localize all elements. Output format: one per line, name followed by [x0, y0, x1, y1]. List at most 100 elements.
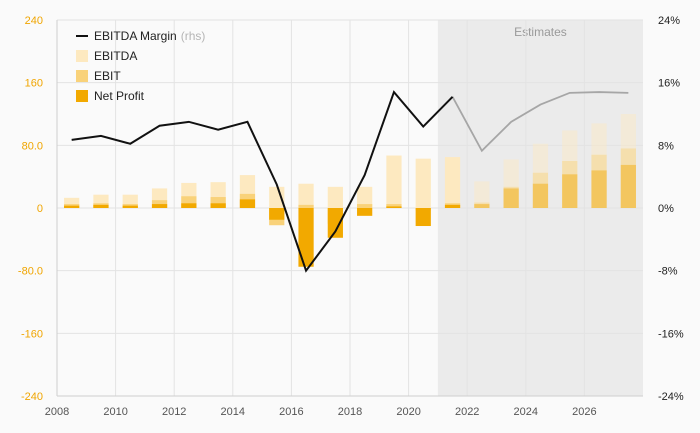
- y-right-tick-label: 24%: [658, 15, 680, 27]
- ebit-bar[interactable]: [562, 161, 578, 208]
- net-profit-bar[interactable]: [298, 208, 314, 267]
- ebitda-bar[interactable]: [532, 143, 549, 208]
- net-profit-bar[interactable]: [474, 204, 490, 208]
- ebit-bar[interactable]: [210, 197, 226, 208]
- ebitda-bar[interactable]: [562, 130, 578, 208]
- ebitda-bar[interactable]: [415, 158, 431, 208]
- ebitda-margin-line-estimates[interactable]: [451, 91, 629, 153]
- ebitda-bar[interactable]: [64, 197, 80, 208]
- ebitda-margin-point[interactable]: [538, 103, 542, 107]
- net-profit-bar[interactable]: [532, 183, 549, 208]
- legend: EBITDA Margin (rhs) EBITDA EBIT Net Prof…: [76, 26, 205, 106]
- ebitda-bar[interactable]: [474, 181, 490, 208]
- y-right-tick-label: 0%: [658, 203, 674, 215]
- net-profit-bar[interactable]: [239, 199, 256, 208]
- ebitda-margin-point[interactable]: [392, 90, 396, 94]
- ebitda-margin-point[interactable]: [451, 95, 455, 99]
- net-profit-bar[interactable]: [357, 208, 373, 216]
- net-profit-bar[interactable]: [591, 170, 607, 208]
- ebitda-bar[interactable]: [620, 114, 636, 208]
- ebitda-bar[interactable]: [591, 123, 607, 208]
- legend-swatch: [76, 50, 88, 62]
- net-profit-bar[interactable]: [327, 208, 343, 238]
- ebitda-bar[interactable]: [269, 186, 285, 208]
- x-tick-label: 2018: [338, 406, 362, 418]
- y-left-tick-label: -240: [21, 391, 43, 403]
- ebitda-margin-point[interactable]: [626, 91, 630, 95]
- ebitda-margin-point[interactable]: [363, 173, 367, 177]
- y-right-tick-label: 8%: [658, 140, 674, 152]
- net-profit-bar[interactable]: [93, 204, 109, 208]
- ebit-bar[interactable]: [474, 202, 490, 208]
- ebitda-bar[interactable]: [503, 159, 519, 208]
- ebitda-margin-point[interactable]: [158, 124, 162, 128]
- ebit-bar[interactable]: [591, 154, 607, 208]
- ebitda-bar[interactable]: [298, 183, 314, 208]
- ebitda-margin-point[interactable]: [480, 149, 484, 153]
- x-tick-label: 2026: [572, 406, 596, 418]
- y-right-tick-label: 16%: [658, 78, 680, 90]
- net-profit-bar[interactable]: [444, 204, 461, 208]
- net-profit-bar[interactable]: [386, 206, 402, 208]
- net-profit-bar[interactable]: [122, 205, 138, 208]
- y-left-tick-label: 160: [25, 78, 43, 90]
- y-right-tick-label: -16%: [658, 328, 684, 340]
- net-profit-bar[interactable]: [151, 204, 168, 208]
- x-tick-label: 2008: [45, 406, 69, 418]
- y-left-tick-label: 80.0: [22, 140, 43, 152]
- ebitda-margin-point[interactable]: [216, 128, 220, 132]
- x-tick-label: 2020: [396, 406, 420, 418]
- ebit-bar[interactable]: [181, 196, 197, 208]
- legend-line-swatch: [76, 35, 88, 37]
- ebitda-margin-point[interactable]: [187, 120, 191, 124]
- net-profit-bar[interactable]: [64, 205, 80, 208]
- net-profit-bar[interactable]: [415, 208, 431, 227]
- ebit-bar[interactable]: [386, 204, 402, 208]
- legend-label: EBIT: [94, 69, 121, 83]
- legend-label: Net Profit: [94, 89, 145, 103]
- net-profit-bar[interactable]: [181, 203, 197, 208]
- ebitda-margin-point[interactable]: [304, 269, 308, 273]
- legend-label: EBITDA: [94, 49, 138, 63]
- legend-item-ebit[interactable]: EBIT: [76, 66, 205, 86]
- ebitda-margin-point[interactable]: [275, 183, 279, 187]
- legend-item-ebitda-margin[interactable]: EBITDA Margin (rhs): [76, 26, 205, 46]
- y-right-tick-label: -8%: [658, 266, 678, 278]
- net-profit-bar[interactable]: [503, 188, 519, 208]
- ebitda-margin-point[interactable]: [568, 91, 572, 95]
- ebitda-margin-point[interactable]: [70, 138, 74, 142]
- ebitda-margin-point[interactable]: [99, 134, 103, 138]
- legend-item-ebitda[interactable]: EBITDA: [76, 46, 205, 66]
- net-profit-bar[interactable]: [562, 174, 578, 208]
- y-left-tick-label: -80.0: [18, 266, 43, 278]
- ebitda-bar[interactable]: [327, 186, 343, 208]
- ebit-bar[interactable]: [532, 172, 549, 208]
- ebitda-margin-point[interactable]: [509, 120, 513, 124]
- ebit-bar[interactable]: [357, 204, 373, 208]
- ebitda-margin-point[interactable]: [333, 230, 337, 234]
- estimates-label: Estimates: [514, 25, 567, 39]
- legend-item-net-profit[interactable]: Net Profit: [76, 86, 205, 106]
- y-left-tick-label: 240: [25, 15, 43, 27]
- legend-label: EBITDA Margin: [94, 29, 177, 43]
- ebitda-margin-point[interactable]: [128, 142, 132, 146]
- x-tick-label: 2016: [279, 406, 303, 418]
- ebit-bar[interactable]: [298, 204, 314, 208]
- x-tick-label: 2014: [221, 406, 245, 418]
- net-profit-bar[interactable]: [210, 203, 226, 208]
- ebitda-bar[interactable]: [386, 155, 402, 208]
- y-left-tick-label: 0: [37, 203, 43, 215]
- ebitda-margin-point[interactable]: [597, 90, 601, 94]
- ebitda-margin-point[interactable]: [421, 125, 425, 129]
- net-profit-bar[interactable]: [269, 208, 285, 220]
- ebitda-margin-line[interactable]: [71, 90, 454, 273]
- ebit-bar[interactable]: [503, 186, 519, 208]
- ebitda-margin-point[interactable]: [245, 120, 249, 124]
- x-tick-label: 2012: [162, 406, 186, 418]
- legend-swatch: [76, 90, 88, 102]
- y-left-tick-label: -160: [21, 328, 43, 340]
- net-profit-bar[interactable]: [620, 164, 636, 208]
- ebit-bar[interactable]: [620, 148, 636, 208]
- ebitda-bar[interactable]: [357, 186, 373, 208]
- ebitda-bar[interactable]: [444, 157, 461, 208]
